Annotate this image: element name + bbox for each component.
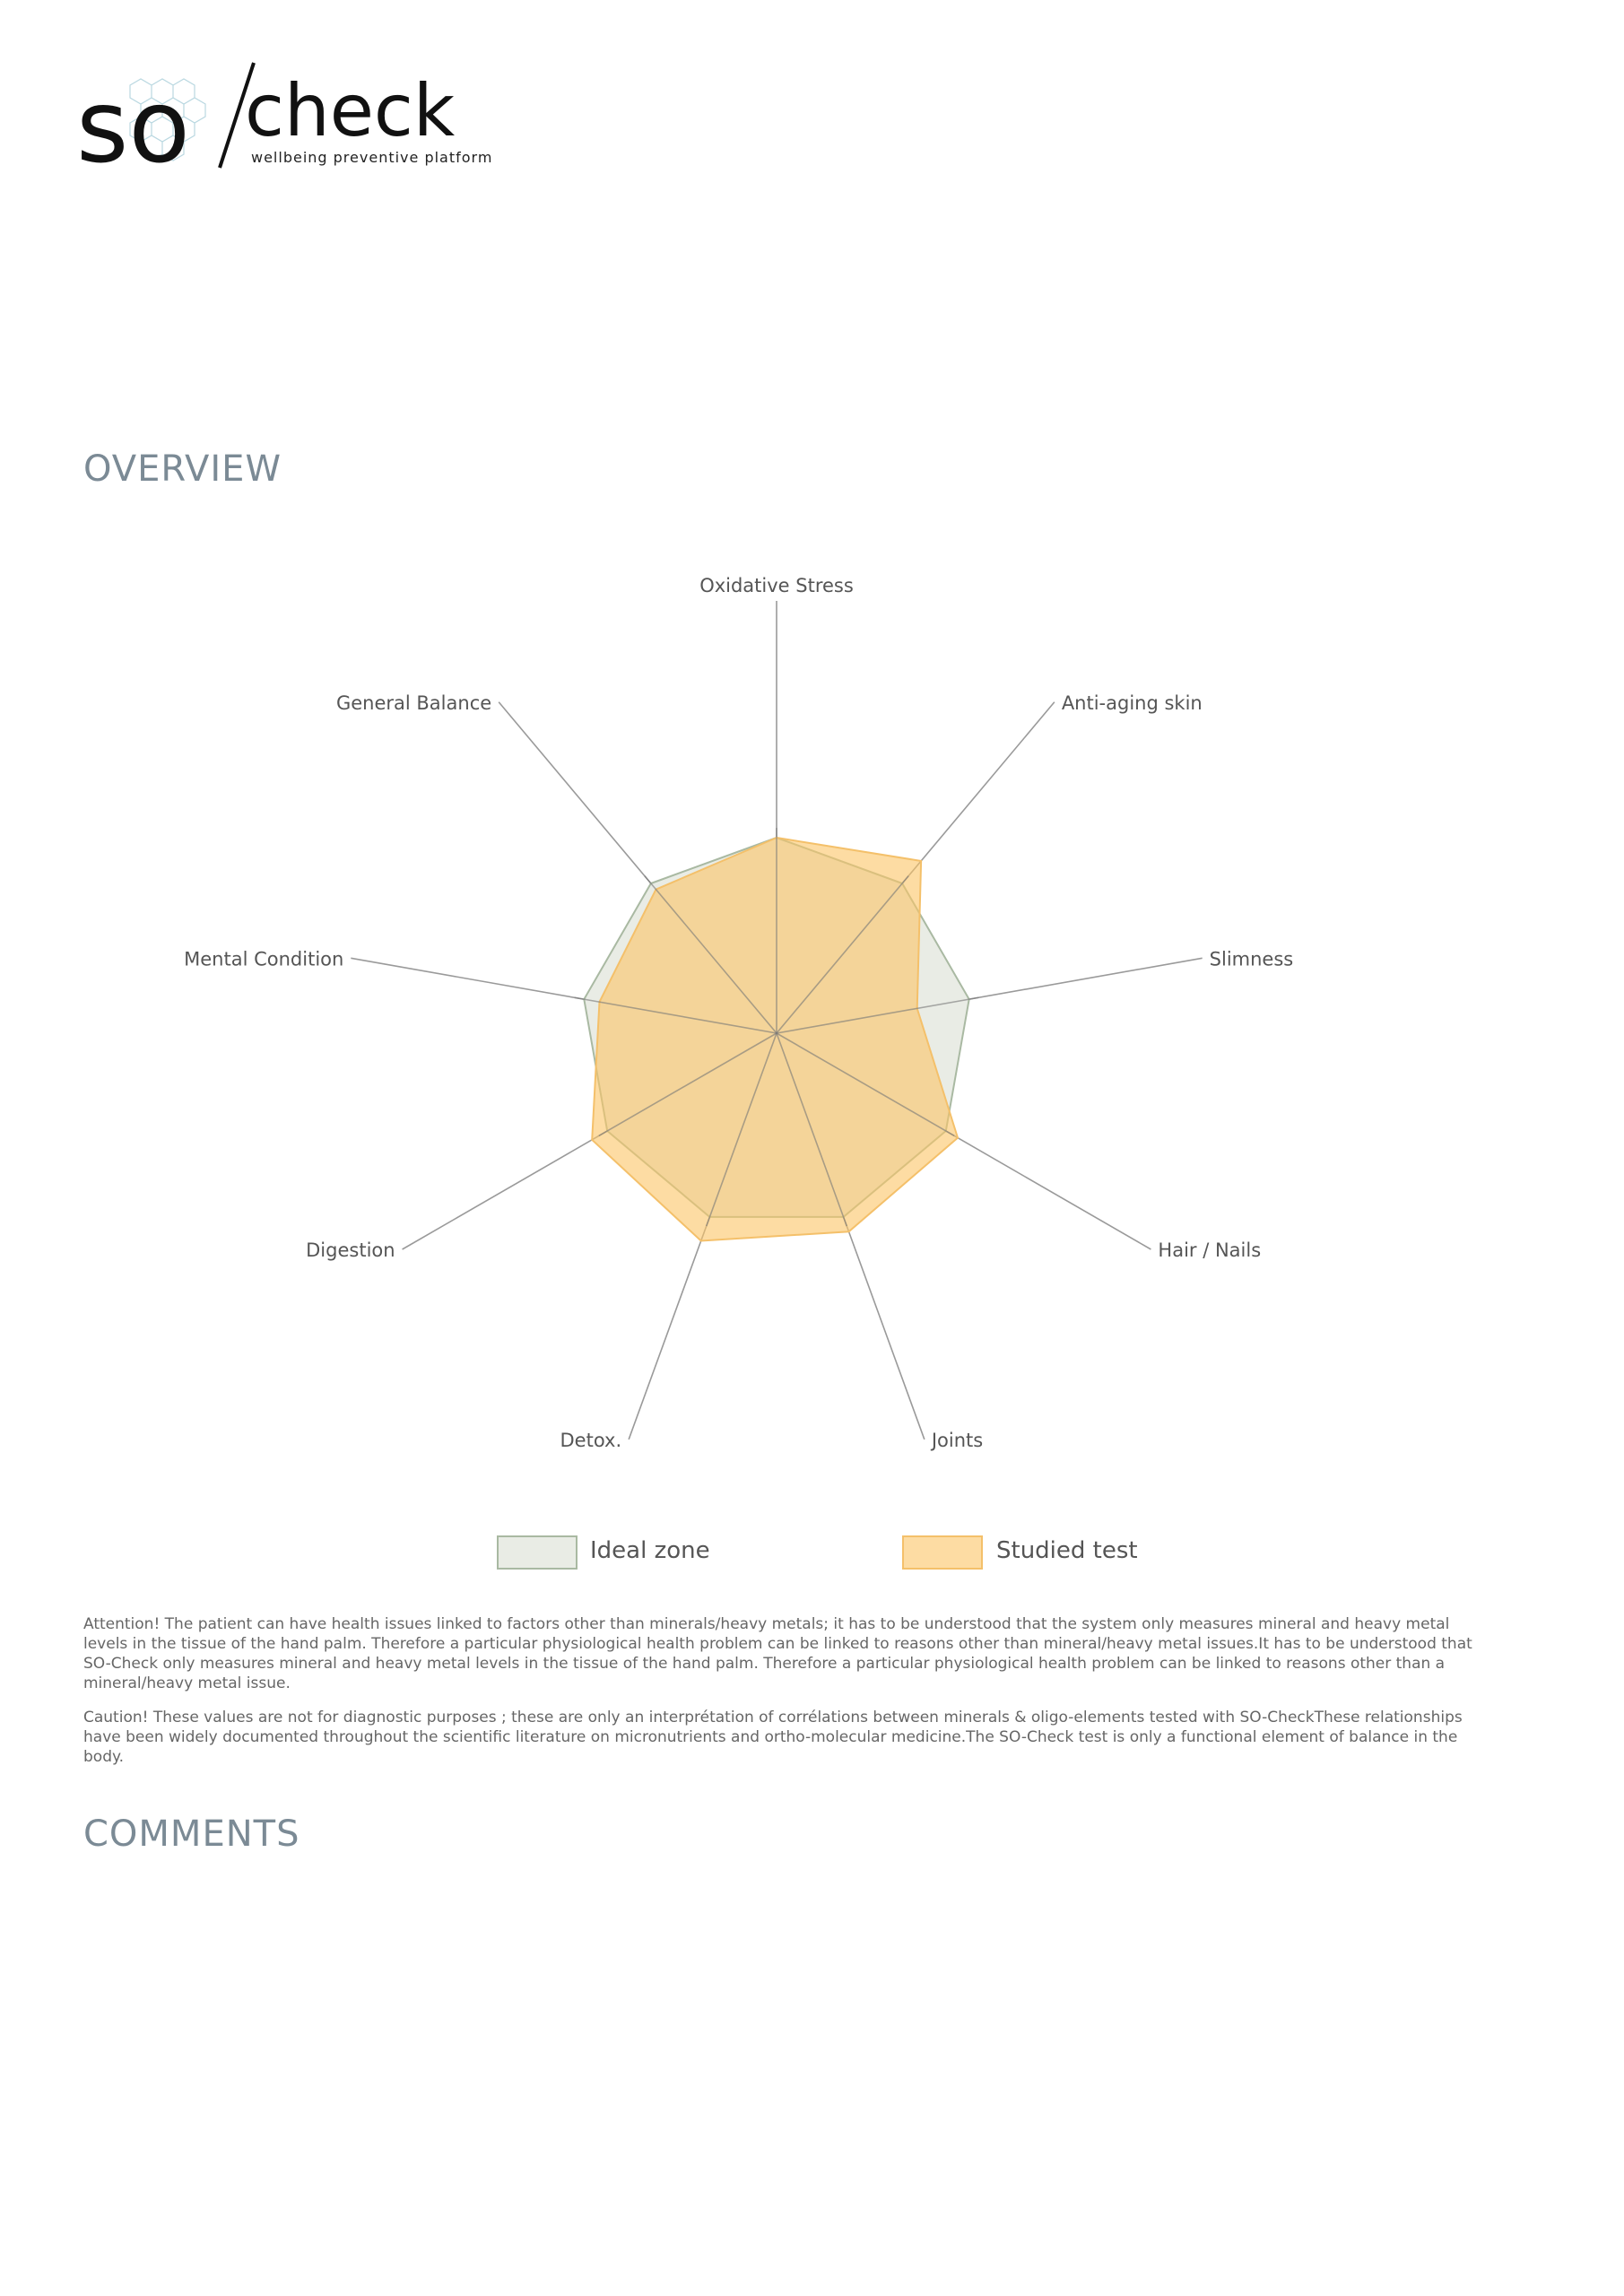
logo-check: check bbox=[245, 69, 456, 152]
axis-label: Digestion bbox=[306, 1239, 395, 1261]
hexagon-pattern-icon bbox=[129, 78, 206, 161]
legend-ideal-swatch bbox=[497, 1535, 578, 1570]
radar-spokes bbox=[574, 828, 979, 1227]
comments-heading: COMMENTS bbox=[83, 1813, 300, 1855]
axis-spoke bbox=[776, 875, 909, 1034]
axis-spoke bbox=[776, 1032, 955, 1137]
axis-label: Oxidative Stress bbox=[699, 575, 854, 596]
axis-spoke bbox=[776, 996, 979, 1034]
axis-label: General Balance bbox=[336, 692, 491, 714]
so-check-logo: so check wellbeing preventive platform bbox=[76, 62, 492, 184]
legend-studied-label: Studied test bbox=[996, 1537, 1138, 1564]
axis-label: Mental Condition bbox=[184, 948, 343, 970]
radar-axis-labels: Oxidative Stress Anti-aging skin Slimness H… bbox=[184, 575, 1293, 1451]
overview-heading: OVERVIEW bbox=[83, 448, 282, 490]
axis-spoke bbox=[574, 996, 777, 1034]
axis-spoke bbox=[705, 1032, 777, 1227]
axis-label: Slimness bbox=[1210, 948, 1294, 970]
caution-disclaimer: Caution! These values are not for diagno… bbox=[83, 1709, 1463, 1766]
radar-chart: Oxidative Stress Anti-aging skin Slimness H… bbox=[184, 575, 1293, 1451]
legend-studied-swatch bbox=[902, 1535, 983, 1570]
logo-so: so bbox=[76, 69, 190, 184]
axis-spoke bbox=[644, 875, 777, 1034]
attention-disclaimer: Attention! The patient can have health i… bbox=[83, 1615, 1472, 1692]
axis-label: Hair / Nails bbox=[1158, 1239, 1261, 1261]
axis-spoke bbox=[598, 1032, 777, 1137]
axis-label: Joints bbox=[930, 1430, 983, 1451]
legend-ideal-label: Ideal zone bbox=[590, 1537, 710, 1564]
axis-label: Anti-aging skin bbox=[1062, 692, 1203, 714]
axis-label: Detox. bbox=[560, 1430, 622, 1451]
axis-spoke bbox=[776, 1032, 848, 1227]
logo-tagline: wellbeing preventive platform bbox=[251, 149, 492, 166]
logo-slash bbox=[218, 62, 256, 169]
